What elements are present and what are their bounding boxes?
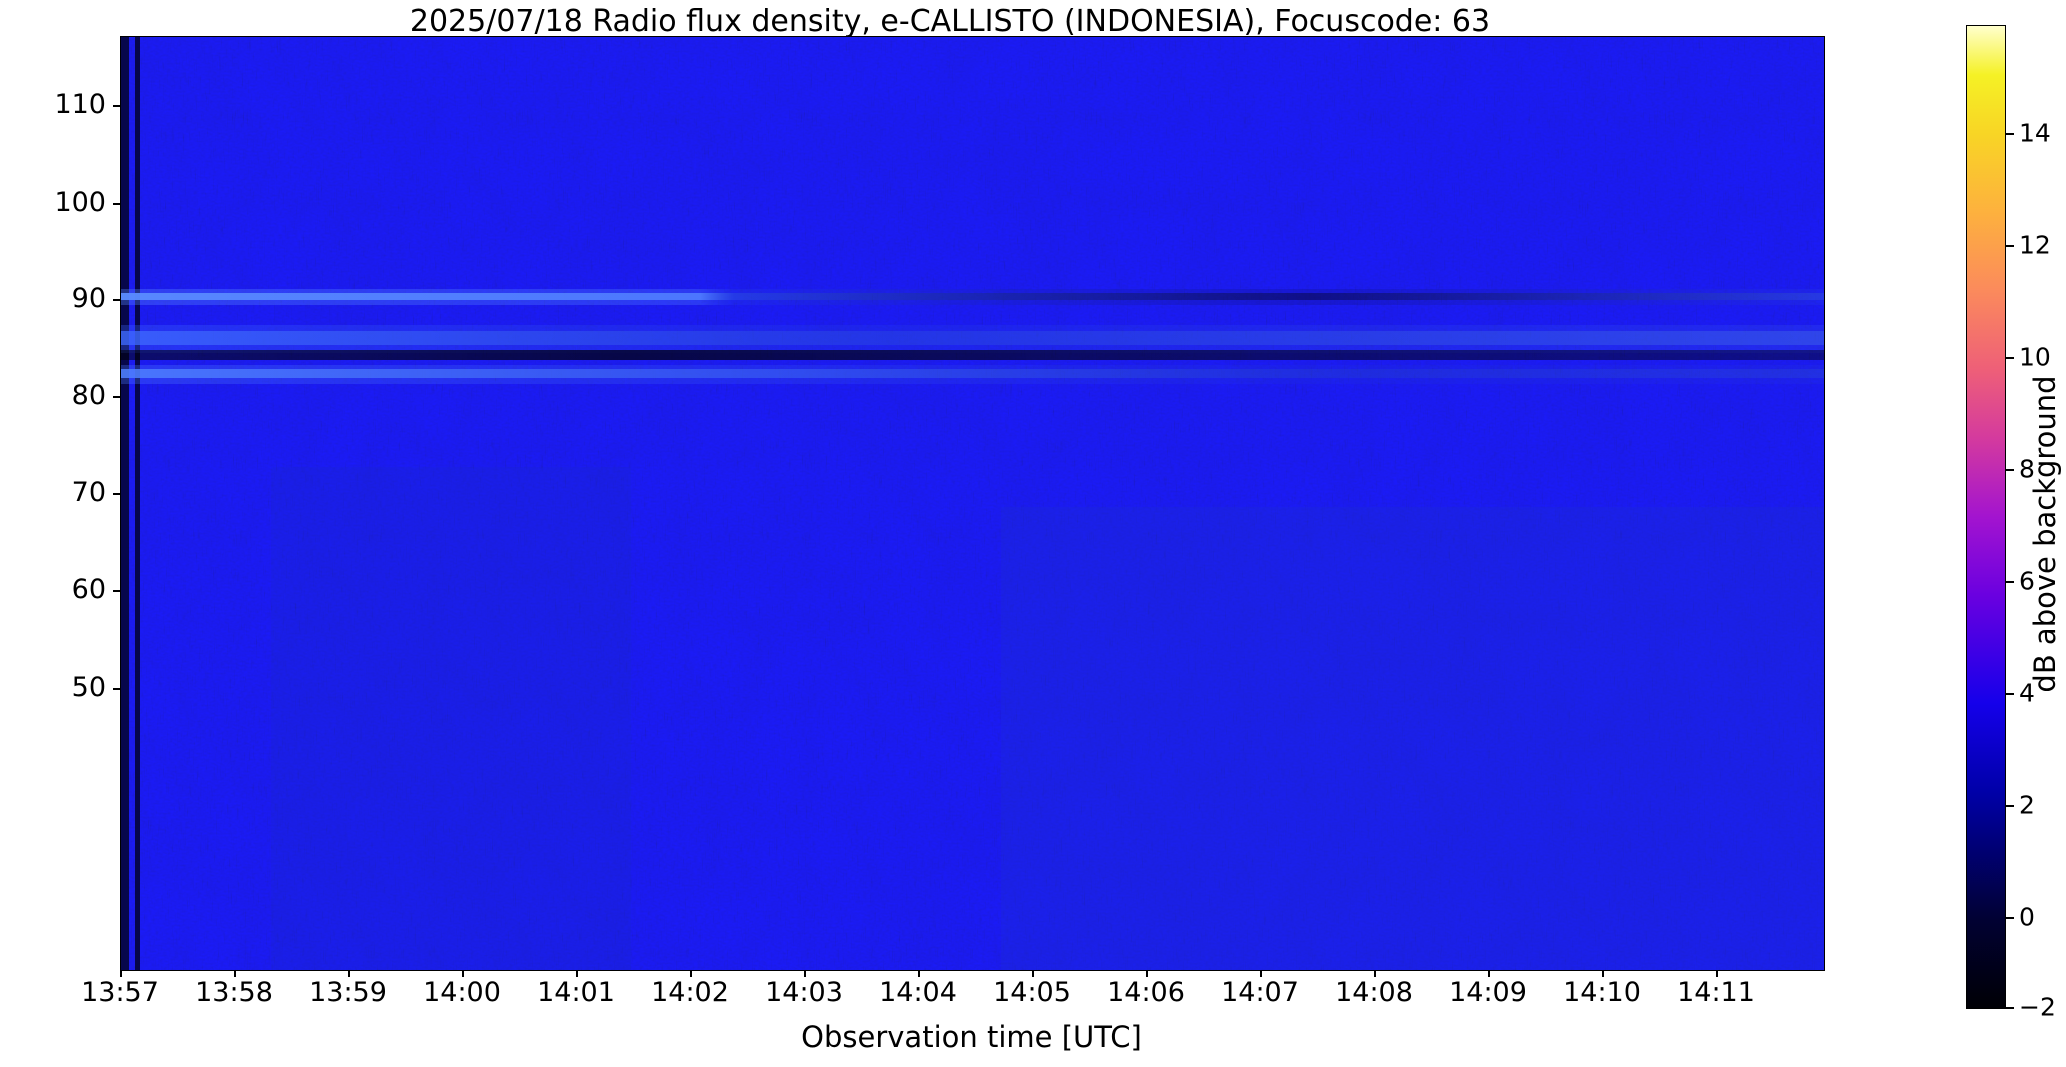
x-tick-mark (918, 970, 920, 977)
y-tick-mark (113, 590, 120, 592)
y-tick-mark (113, 299, 120, 301)
y-tick-label: 60 (71, 574, 106, 605)
x-tick-mark (1260, 970, 1262, 977)
x-tick-label: 14:05 (993, 977, 1071, 1008)
x-tick-label: 14:08 (1335, 977, 1413, 1008)
x-tick-mark (120, 970, 122, 977)
colorbar-tick-mark (2006, 357, 2014, 359)
colorbar-tick-mark (2006, 693, 2014, 695)
colorbar-tick-label: 8 (2019, 454, 2035, 484)
x-tick-label: 13:59 (309, 977, 387, 1008)
x-tick-mark (1374, 970, 1376, 977)
x-tick-label: 14:11 (1677, 977, 1755, 1008)
x-tick-label: 14:04 (879, 977, 957, 1008)
colorbar-tick-mark (2006, 469, 2014, 471)
x-tick-label: 14:06 (1107, 977, 1185, 1008)
x-tick-label: 14:01 (537, 977, 615, 1008)
y-tick-label: 110 (54, 89, 106, 120)
x-tick-label: 14:07 (1221, 977, 1299, 1008)
colorbar-tick-label: 4 (2019, 678, 2035, 708)
x-tick-label: 14:03 (765, 977, 843, 1008)
x-tick-label: 14:10 (1563, 977, 1641, 1008)
x-tick-mark (1032, 970, 1034, 977)
y-tick-mark (113, 493, 120, 495)
x-tick-mark (1716, 970, 1718, 977)
y-tick-mark (113, 105, 120, 107)
spectrogram-image (121, 37, 1824, 970)
y-tick-label: 90 (71, 283, 106, 314)
x-tick-mark (234, 970, 236, 977)
x-tick-mark (348, 970, 350, 977)
y-tick-label: 80 (71, 380, 106, 411)
colorbar-tick-label: 0 (2019, 902, 2035, 932)
x-tick-label: 13:58 (195, 977, 273, 1008)
x-tick-mark (1488, 970, 1490, 977)
x-tick-label: 14:00 (423, 977, 501, 1008)
x-tick-mark (1602, 970, 1604, 977)
y-tick-label: 70 (71, 477, 106, 508)
x-tick-label: 14:02 (651, 977, 729, 1008)
colorbar-tick-mark (2006, 805, 2014, 807)
x-tick-mark (690, 970, 692, 977)
x-tick-mark (804, 970, 806, 977)
colorbar-tick-mark (2006, 133, 2014, 135)
x-axis-label: Observation time [UTC] (801, 1020, 1142, 1054)
colorbar-tick-label: 12 (2019, 230, 2051, 260)
x-tick-mark (462, 970, 464, 977)
colorbar-tick-mark (2006, 581, 2014, 583)
colorbar-tick-label: −2 (2019, 992, 2056, 1022)
spectrogram-plot-area (120, 36, 1825, 971)
colorbar-tick-mark (2006, 245, 2014, 247)
x-tick-label: 14:09 (1449, 977, 1527, 1008)
colorbar-tick-label: 6 (2019, 566, 2035, 596)
x-tick-mark (1146, 970, 1148, 977)
colorbar-tick-label: 14 (2019, 118, 2051, 148)
colorbar-tick-mark (2006, 917, 2014, 919)
colorbar-tick-label: 10 (2019, 342, 2051, 372)
y-tick-mark (113, 396, 120, 398)
x-tick-mark (576, 970, 578, 977)
colorbar-label: dB above background (2028, 374, 2062, 693)
colorbar-tick-mark (2006, 1007, 2014, 1009)
page-title: 2025/07/18 Radio flux density, e-CALLIST… (409, 4, 1491, 39)
y-tick-label: 100 (54, 187, 106, 218)
y-tick-label: 50 (71, 672, 106, 703)
x-tick-label: 13:57 (81, 977, 159, 1008)
colorbar-gradient (1966, 25, 2006, 1009)
y-tick-mark (113, 203, 120, 205)
y-tick-mark (113, 688, 120, 690)
colorbar-tick-label: 2 (2019, 790, 2035, 820)
